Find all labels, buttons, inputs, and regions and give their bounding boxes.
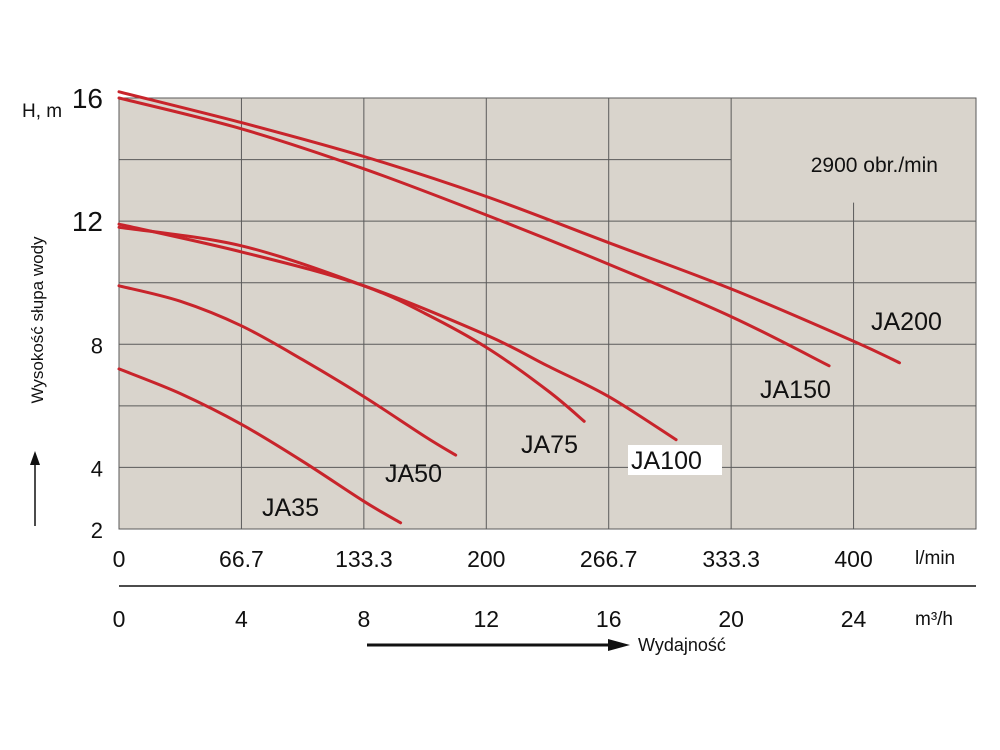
x-tick-label-lmin: 0 [113,546,126,572]
y-tick-label: 2 [91,518,103,543]
y-unit-label: H, m [22,101,62,122]
curves [117,90,901,525]
x-axis-arrow [367,639,630,651]
y-tick-label: 12 [72,206,103,237]
x-tick-label-lmin: 200 [467,546,505,572]
curve-ja150 [117,96,831,368]
curve-ja35 [117,367,403,525]
curve-label-ja150: JA150 [760,376,831,404]
curve-ja100 [117,222,678,442]
x-tick-label-lmin: 266.7 [580,546,638,572]
y-axis-arrow [30,451,40,526]
y-tick-label: 8 [91,333,103,358]
x-unit-lmin: l/min [915,548,955,569]
curve-label-ja35: JA35 [262,494,319,522]
y-tick-labels: 16 12 8 4 2 [72,83,103,543]
curve-ja200 [117,90,901,365]
x-tick-label-m3h: 4 [235,606,248,632]
x-tick-label-lmin: 133.3 [335,546,393,572]
y-tick-label: 16 [72,83,103,114]
x-tick-label-lmin: 333.3 [702,546,760,572]
y-axis-title: Wysokość słupa wody [28,236,47,404]
y-tick-label: 4 [91,456,103,481]
annotation-speed: 2900 obr./min [811,154,938,177]
x-tick-label-m3h: 12 [473,606,499,632]
x-tick-label-m3h: 0 [113,606,126,632]
x-tick-label-m3h: 24 [841,606,867,632]
curve-label-bg [628,445,722,475]
x-tick-label-lmin: 66.7 [219,546,264,572]
plot-area [118,97,977,530]
x-tick-label-m3h: 20 [718,606,744,632]
curve-label-ja200: JA200 [871,308,942,336]
x-tick-label-lmin: 400 [834,546,872,572]
curve-label-ja75: JA75 [521,431,578,459]
x-tick-labels-m3h: 0 4 8 12 16 20 24 [113,606,867,632]
curve-label-ja50: JA50 [385,460,442,488]
curve-label-ja100: JA100 [631,447,702,475]
x-tick-label-m3h: 16 [596,606,622,632]
x-tick-label-m3h: 8 [357,606,370,632]
x-unit-m3h: m³/h [915,609,953,630]
curve-labels: JA35 JA50 JA75 JA100 JA150 JA200 [262,308,942,522]
curve-ja75 [117,225,586,423]
curve-ja50 [117,284,458,457]
x-axis-title: Wydajność [638,635,726,655]
x-tick-labels-lmin: 0 66.7 133.3 200 266.7 333.3 400 [113,546,873,572]
